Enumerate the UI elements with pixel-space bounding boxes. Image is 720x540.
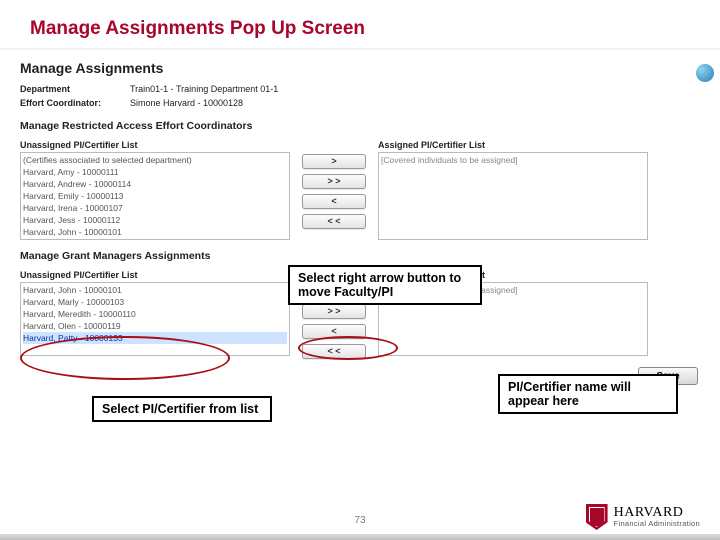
department-field: Department Train01-1 - Training Departme…	[20, 82, 700, 96]
list-item-selected[interactable]: Harvard, Patty - 10000133	[23, 332, 287, 344]
section1-arrows: > > > < < <	[290, 138, 378, 229]
dept-value: Train01-1 - Training Department 01-1	[130, 84, 278, 94]
list-item[interactable]: Harvard, Jess - 10000112	[23, 214, 287, 226]
callout-arrow-tip: Select right arrow button to move Facult…	[288, 265, 482, 305]
list-item[interactable]: Harvard, Emily - 10000113	[23, 190, 287, 202]
list-item[interactable]: Harvard, John - 10000101	[23, 284, 287, 296]
list-item[interactable]: Harvard, Marly - 10000103	[23, 296, 287, 308]
section1-dual-list: Unassigned PI/Certifier List (Certifies …	[20, 138, 700, 240]
footer-bar	[0, 534, 720, 540]
dept-label: Department	[20, 84, 120, 94]
move-all-right-button[interactable]: > >	[302, 174, 366, 189]
placeholder-text: [Covered individuals to be assigned]	[381, 154, 645, 166]
harvard-logo: HARVARD Financial Administration	[586, 504, 700, 530]
move-all-right-button[interactable]: > >	[302, 304, 366, 319]
callout-select-tip: Select PI/Certifier from list	[92, 396, 272, 422]
list-item[interactable]: Harvard, Meredith - 10000110	[23, 308, 287, 320]
move-left-button[interactable]: <	[302, 194, 366, 209]
list-item[interactable]: Harvard, Olen - 10000119	[23, 320, 287, 332]
move-all-left-button[interactable]: < <	[302, 344, 366, 359]
coord-label: Effort Coordinator:	[20, 98, 120, 108]
move-all-left-button[interactable]: < <	[302, 214, 366, 229]
callout-appear-tip: PI/Certifier name will appear here	[498, 374, 678, 414]
section2-title: Manage Grant Managers Assignments	[20, 240, 700, 268]
page-number: 73	[354, 515, 365, 526]
section1-left-listbox[interactable]: (Certifies associated to selected depart…	[20, 152, 290, 240]
section1-title: Manage Restricted Access Effort Coordina…	[20, 110, 700, 138]
section2-left-listbox[interactable]: Harvard, John - 10000101 Harvard, Marly …	[20, 282, 290, 356]
help-icon[interactable]	[696, 64, 714, 82]
section1-right-heading: Assigned PI/Certifier List	[378, 138, 648, 152]
list-item[interactable]: Harvard, Amy - 10000111	[23, 166, 287, 178]
section2-left-heading: Unassigned PI/Certifier List	[20, 268, 290, 282]
divider	[0, 48, 720, 50]
page-title: Manage Assignments Pop Up Screen	[0, 0, 720, 48]
section1-left-heading: Unassigned PI/Certifier List	[20, 138, 290, 152]
modal-title: Manage Assignments	[20, 54, 700, 82]
coordinator-field: Effort Coordinator: Simone Harvard - 100…	[20, 96, 700, 110]
list-item[interactable]: Harvard, John - 10000101	[23, 226, 287, 238]
move-left-button[interactable]: <	[302, 324, 366, 339]
list-item[interactable]: Harvard, Andrew - 10000114	[23, 178, 287, 190]
list-item[interactable]: (Certifies associated to selected depart…	[23, 154, 287, 166]
coord-value: Simone Harvard - 10000128	[130, 98, 243, 108]
section1-right-listbox[interactable]: [Covered individuals to be assigned]	[378, 152, 648, 240]
app-window: Manage Assignments Department Train01-1 …	[0, 54, 720, 385]
logo-name: HARVARD	[614, 506, 700, 520]
list-item[interactable]: Harvard, Irena - 10000107	[23, 202, 287, 214]
move-right-button[interactable]: >	[302, 154, 366, 169]
logo-dept: Financial Administration	[614, 520, 700, 528]
shield-icon	[586, 504, 608, 530]
